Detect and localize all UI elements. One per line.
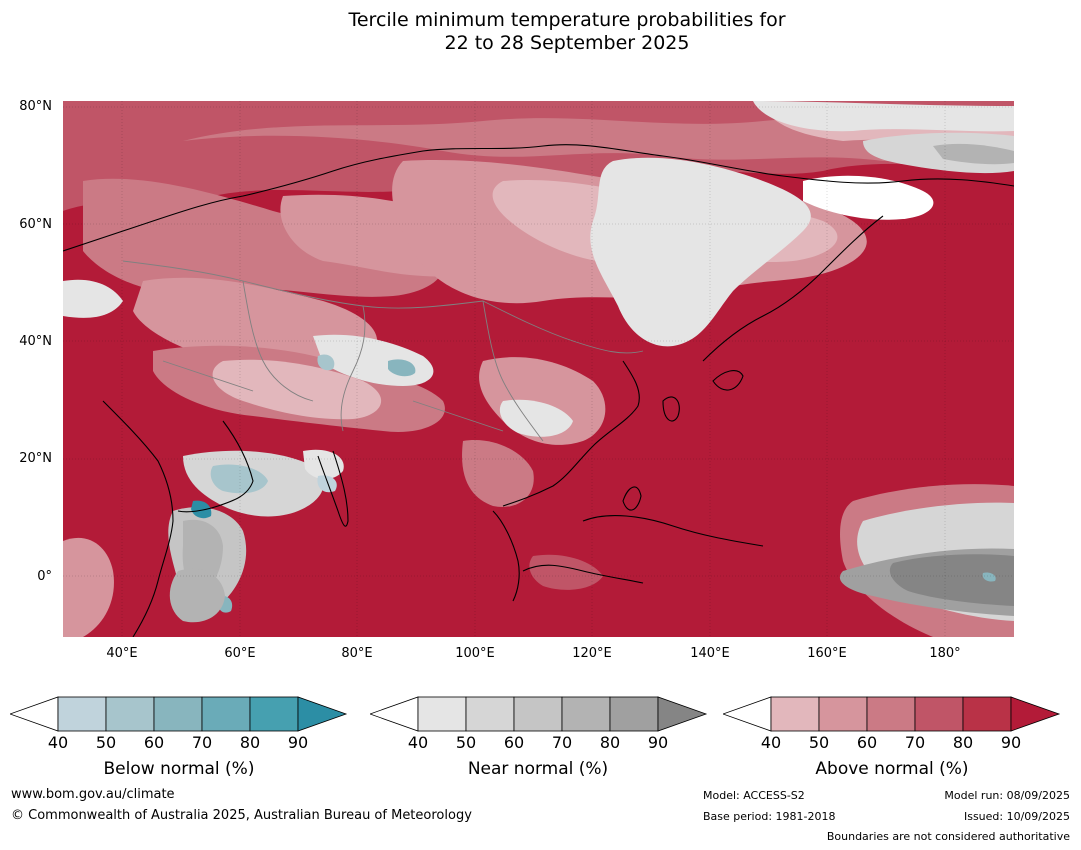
above-tick-40: 40 xyxy=(760,733,782,752)
below-tick-90: 90 xyxy=(287,733,309,752)
below-color-40 xyxy=(57,696,107,732)
below-normal-colorbar xyxy=(10,696,348,732)
lon-label-120e: 120°E xyxy=(572,646,612,661)
above-colorbar-title: Above normal (%) xyxy=(815,759,969,779)
near-color-70 xyxy=(561,696,611,732)
above-color-40 xyxy=(770,696,820,732)
title-line-2: 22 to 28 September 2025 xyxy=(444,32,690,54)
above-color-90 xyxy=(1010,696,1061,732)
copyright-text: © Commonwealth of Australia 2025, Austra… xyxy=(11,808,472,823)
lat-label-20n: 20°N xyxy=(19,451,52,466)
lon-label-180: 180° xyxy=(929,646,961,661)
below-tick-80: 80 xyxy=(239,733,261,752)
below-normal-pacific-60 xyxy=(982,572,996,582)
title-line-1: Tercile minimum temperature probabilitie… xyxy=(348,9,786,31)
indonesia-shade-70 xyxy=(529,554,603,590)
below-colorbar-title: Below normal (%) xyxy=(103,759,255,779)
near-normal-mongolia xyxy=(590,157,811,347)
madagascar-shade-50 xyxy=(63,537,114,637)
near-normal-india xyxy=(303,449,344,480)
near-tick-60: 60 xyxy=(503,733,525,752)
above-color-50 xyxy=(818,696,868,732)
near-tick-50: 50 xyxy=(455,733,477,752)
near-tick-70: 70 xyxy=(551,733,573,752)
lon-label-100e: 100°E xyxy=(455,646,495,661)
below-color-70 xyxy=(201,696,251,732)
near-tick-80: 80 xyxy=(599,733,621,752)
below-color-60 xyxy=(153,696,203,732)
lon-label-60e: 60°E xyxy=(224,646,256,661)
map-coastlines xyxy=(63,144,1014,637)
map-borders xyxy=(122,260,644,442)
boundaries-disclaimer: Boundaries are not considered authoritat… xyxy=(826,830,1070,843)
above-normal-colorbar xyxy=(723,696,1061,732)
above-tick-90: 90 xyxy=(1000,733,1022,752)
website-link[interactable]: www.bom.gov.au/climate xyxy=(11,787,175,802)
near-colorbar-title: Near normal (%) xyxy=(467,759,609,779)
probability-map[interactable] xyxy=(63,101,1014,637)
lon-label-160e: 160°E xyxy=(807,646,847,661)
model-run-date: Model run: 08/09/2025 xyxy=(944,789,1070,802)
below-tick-70: 70 xyxy=(191,733,213,752)
above-colorbar-low-extend xyxy=(723,696,772,732)
below-tick-40: 40 xyxy=(47,733,69,752)
above-color-80 xyxy=(962,696,1012,732)
above-tick-60: 60 xyxy=(856,733,878,752)
below-tick-50: 50 xyxy=(95,733,117,752)
lat-label-60n: 60°N xyxy=(19,217,52,232)
near-tick-90: 90 xyxy=(647,733,669,752)
near-tick-40: 40 xyxy=(407,733,429,752)
se-asia-shade-60 xyxy=(462,440,534,507)
lat-label-80n: 80°N xyxy=(19,99,52,114)
near-color-90 xyxy=(657,696,708,732)
near-normal-east-europe xyxy=(63,279,123,318)
near-normal-east-siberia-white xyxy=(803,175,934,220)
below-normal-somalia-90 xyxy=(191,500,212,519)
near-normal-arctic-top xyxy=(753,101,1014,132)
base-period: Base period: 1981-2018 xyxy=(703,810,836,823)
near-color-40 xyxy=(417,696,467,732)
near-color-50 xyxy=(465,696,515,732)
above-tick-50: 50 xyxy=(808,733,830,752)
near-normal-indian-ocean-70 xyxy=(169,568,225,623)
near-normal-south-china xyxy=(499,399,573,437)
near-color-80 xyxy=(609,696,659,732)
lat-label-40n: 40°N xyxy=(19,334,52,349)
near-color-60 xyxy=(513,696,563,732)
above-color-60 xyxy=(866,696,916,732)
lon-label-40e: 40°E xyxy=(106,646,138,661)
below-color-90 xyxy=(297,696,348,732)
near-normal-sw-pacific-90 xyxy=(889,554,1014,606)
near-normal-arctic-darkgrey xyxy=(933,143,1014,165)
above-tick-80: 80 xyxy=(952,733,974,752)
lon-label-80e: 80°E xyxy=(341,646,373,661)
chart-title: Tercile minimum temperature probabilitie… xyxy=(0,9,1081,55)
above-tick-70: 70 xyxy=(904,733,926,752)
near-normal-colorbar xyxy=(370,696,708,732)
map-gridlines xyxy=(63,101,1014,637)
issued-date: Issued: 10/09/2025 xyxy=(963,810,1070,823)
below-tick-60: 60 xyxy=(143,733,165,752)
below-normal-arabian-sea-50 xyxy=(210,464,268,494)
below-color-50 xyxy=(105,696,155,732)
model-name: Model: ACCESS-S2 xyxy=(703,789,805,802)
below-normal-tibet-60 xyxy=(388,359,416,377)
lon-label-140e: 140°E xyxy=(690,646,730,661)
above-color-70 xyxy=(914,696,964,732)
below-normal-india-40 xyxy=(317,475,337,493)
near-colorbar-low-extend xyxy=(370,696,419,732)
below-normal-karakoram-50 xyxy=(317,354,335,371)
lat-label-0: 0° xyxy=(37,569,52,584)
map-svg xyxy=(63,101,1014,637)
iran-shade-40 xyxy=(212,359,382,420)
below-color-80 xyxy=(249,696,299,732)
below-colorbar-low-extend xyxy=(10,696,59,732)
